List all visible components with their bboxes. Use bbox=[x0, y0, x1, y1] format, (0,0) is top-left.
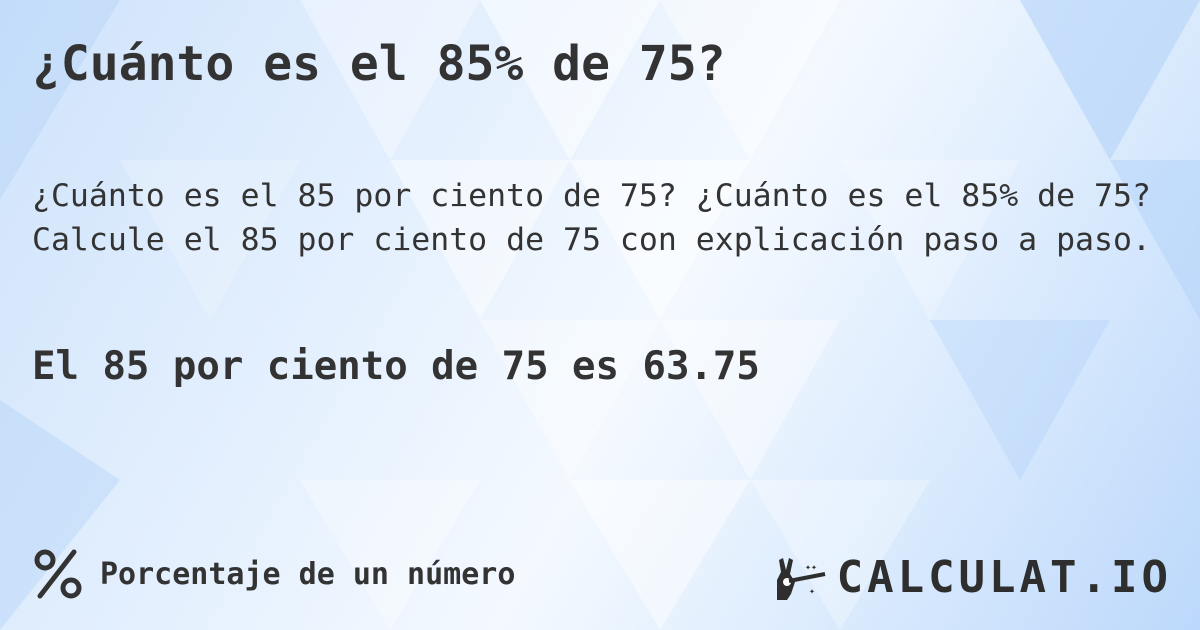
footer-category: Porcentaje de un número bbox=[32, 548, 515, 600]
magic-hand-wand-icon: ✦✦ ✦ bbox=[776, 557, 825, 600]
description: ¿Cuánto es el 85 por ciento de 75? ¿Cuán… bbox=[32, 178, 1151, 258]
calculat-logo: ✦✦ ✦ CALCULAT.IO bbox=[773, 552, 1172, 603]
category-label: Porcentaje de un número bbox=[100, 556, 516, 592]
svg-text:✦: ✦ bbox=[809, 586, 815, 597]
result-text: El 85 por ciento de 75 es 63.75 bbox=[32, 344, 760, 389]
svg-text:✦✦: ✦✦ bbox=[805, 562, 817, 573]
page-title: ¿Cuánto es el 85% de 75? bbox=[32, 36, 726, 92]
percent-icon bbox=[34, 549, 82, 599]
logo-text: CALCULAT.IO bbox=[836, 552, 1172, 603]
